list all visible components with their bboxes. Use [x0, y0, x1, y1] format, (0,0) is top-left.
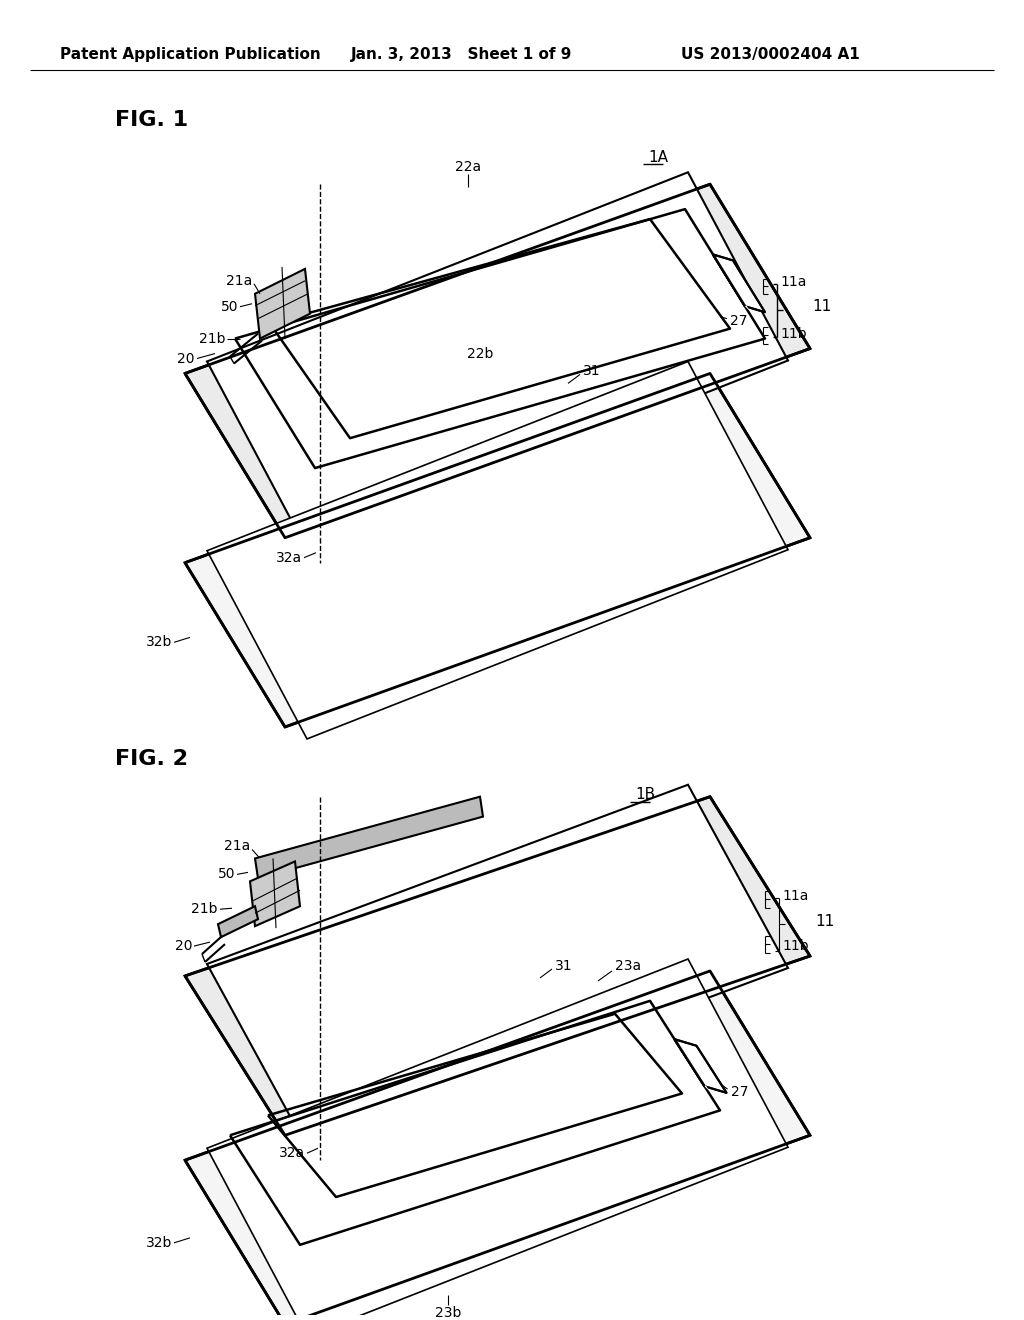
Text: 22a: 22a: [455, 160, 481, 174]
Text: 21b: 21b: [191, 903, 218, 916]
Text: 11a: 11a: [780, 275, 806, 289]
Polygon shape: [185, 185, 810, 537]
Text: 21a: 21a: [224, 840, 250, 854]
Text: 32b: 32b: [145, 635, 172, 649]
Polygon shape: [185, 797, 810, 1135]
Polygon shape: [207, 173, 788, 549]
Text: 32a: 32a: [279, 1146, 305, 1160]
Text: 11b: 11b: [780, 326, 807, 341]
Text: 21a: 21a: [225, 273, 252, 288]
Text: 23a: 23a: [615, 960, 641, 973]
Text: 20: 20: [174, 939, 193, 953]
Text: Patent Application Publication: Patent Application Publication: [59, 48, 321, 62]
Polygon shape: [675, 1039, 710, 1092]
Text: FIG. 2: FIG. 2: [115, 748, 188, 768]
Polygon shape: [713, 255, 750, 312]
Text: 11: 11: [812, 300, 831, 314]
Text: 11a: 11a: [782, 890, 808, 903]
Text: 31: 31: [583, 364, 601, 379]
Text: FIG. 1: FIG. 1: [115, 110, 188, 129]
Text: 31: 31: [555, 960, 572, 973]
Text: 11b: 11b: [782, 939, 809, 953]
Text: 20: 20: [177, 351, 195, 366]
Polygon shape: [207, 785, 788, 1147]
Polygon shape: [255, 269, 310, 339]
Polygon shape: [713, 255, 765, 313]
Text: 32b: 32b: [145, 1236, 172, 1250]
Text: 50: 50: [217, 867, 234, 882]
Text: 32a: 32a: [275, 550, 302, 565]
Text: 21b: 21b: [199, 331, 225, 346]
Polygon shape: [675, 1039, 727, 1093]
Text: 11: 11: [815, 913, 835, 929]
Polygon shape: [207, 960, 788, 1320]
Polygon shape: [185, 972, 810, 1320]
Polygon shape: [218, 907, 258, 937]
Polygon shape: [185, 374, 810, 727]
Polygon shape: [207, 362, 788, 739]
Text: 23b: 23b: [435, 1305, 461, 1320]
Polygon shape: [250, 862, 300, 927]
Text: 22b: 22b: [467, 347, 494, 360]
Text: 1A: 1A: [648, 150, 668, 165]
Text: 50: 50: [220, 300, 238, 314]
Text: 27: 27: [730, 314, 748, 327]
Text: 1B: 1B: [635, 787, 655, 803]
Text: Jan. 3, 2013   Sheet 1 of 9: Jan. 3, 2013 Sheet 1 of 9: [351, 48, 572, 62]
Polygon shape: [255, 797, 483, 878]
Text: US 2013/0002404 A1: US 2013/0002404 A1: [681, 48, 859, 62]
Text: 27: 27: [730, 1085, 749, 1100]
